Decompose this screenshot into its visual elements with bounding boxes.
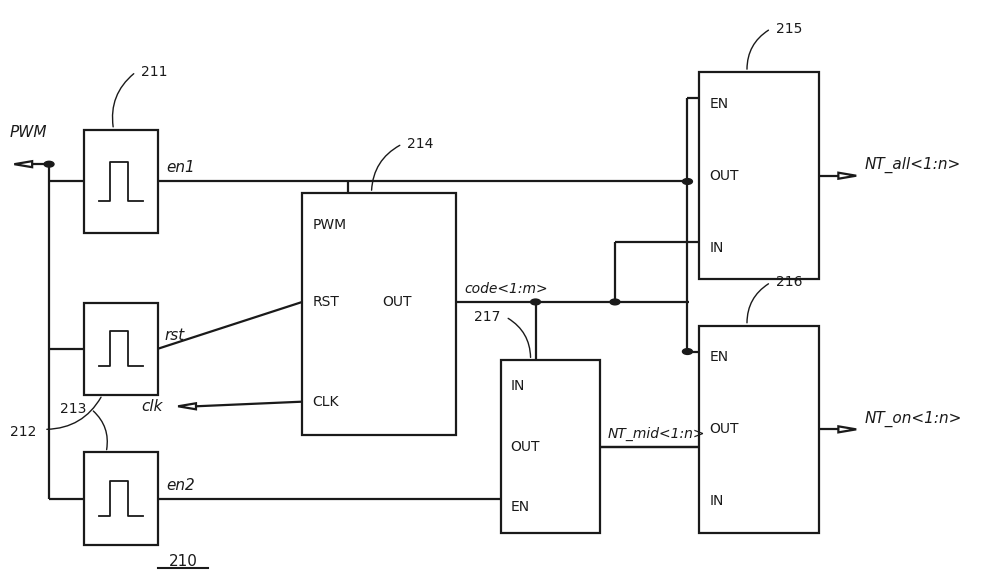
Text: 216: 216 [776,275,802,289]
Text: EN: EN [511,500,530,514]
Text: PWM: PWM [9,125,47,140]
Text: NT_all<1:n>: NT_all<1:n> [864,157,960,173]
Text: IN: IN [511,379,525,393]
Circle shape [531,299,541,305]
FancyBboxPatch shape [699,72,819,279]
Text: clk: clk [142,399,163,414]
Text: OUT: OUT [709,423,739,436]
Text: CLK: CLK [312,395,339,409]
Text: 214: 214 [407,137,434,151]
Polygon shape [838,173,856,179]
Circle shape [610,299,620,305]
Text: RST: RST [312,295,339,309]
Polygon shape [838,427,856,432]
Text: NT_on<1:n>: NT_on<1:n> [864,411,962,427]
FancyBboxPatch shape [501,360,600,533]
Text: 212: 212 [10,425,36,439]
Text: EN: EN [709,97,728,111]
Text: 210: 210 [169,555,198,569]
FancyBboxPatch shape [84,452,158,545]
Text: code<1:m>: code<1:m> [464,282,548,296]
Text: NT_mid<1:n>: NT_mid<1:n> [608,427,706,441]
Text: 213: 213 [60,402,86,416]
Text: 215: 215 [776,22,802,36]
Circle shape [44,161,54,167]
Text: PWM: PWM [312,218,346,232]
Text: 217: 217 [474,310,501,324]
Text: IN: IN [709,241,724,255]
Polygon shape [14,161,32,167]
FancyBboxPatch shape [84,303,158,395]
Text: OUT: OUT [382,295,412,309]
Text: 211: 211 [141,65,167,79]
FancyBboxPatch shape [302,193,456,435]
Text: en2: en2 [166,478,195,494]
Text: OUT: OUT [709,169,739,183]
Text: en1: en1 [166,159,195,175]
Polygon shape [178,403,196,409]
Circle shape [682,349,692,354]
Circle shape [682,179,692,184]
FancyBboxPatch shape [699,325,819,533]
Text: EN: EN [709,350,728,364]
Text: OUT: OUT [511,439,540,453]
Text: IN: IN [709,494,724,509]
Text: rst: rst [164,328,184,343]
FancyBboxPatch shape [84,130,158,233]
